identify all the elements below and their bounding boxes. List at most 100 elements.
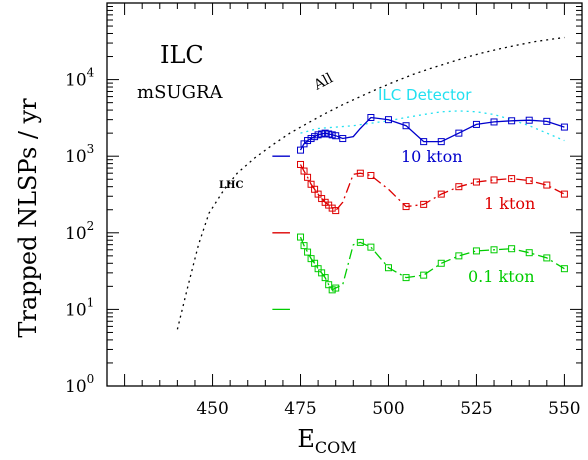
marker-one_kton <box>455 183 463 191</box>
marker-tenth_kton <box>311 259 319 267</box>
y-tick-base: 10 <box>65 71 87 91</box>
marker-ten_kton <box>543 117 551 125</box>
label-10-kton: 10 kton <box>401 147 463 166</box>
marker-tenth_kton <box>367 243 375 251</box>
y-tick-label: 102 <box>65 219 94 244</box>
y-tick-label: 100 <box>65 372 94 397</box>
marker-ten_kton <box>437 138 445 146</box>
marker-ten_kton <box>472 120 480 128</box>
series-line-ten_kton <box>299 116 565 151</box>
marker-tenth_kton <box>332 284 340 292</box>
marker-ten_kton <box>297 146 305 154</box>
y-tick-label: 103 <box>65 142 94 167</box>
marker-ten_kton <box>307 135 315 143</box>
y-axis-label: Trapped NLSPs / yr <box>14 98 42 338</box>
x-tick-label: 500 <box>372 399 404 419</box>
marker-ten_kton <box>318 130 326 138</box>
axes-layer <box>106 2 583 387</box>
marker-ten_kton <box>384 116 392 124</box>
marker-ten_kton <box>304 137 312 145</box>
marker-one_kton <box>356 169 364 177</box>
y-tick-exponent: 4 <box>87 66 95 80</box>
plot-frame <box>106 2 583 387</box>
title-ilc: ILC <box>160 41 204 69</box>
marker-one_kton <box>304 173 312 181</box>
marker-ten_kton <box>332 132 340 140</box>
marker-one_kton <box>472 178 480 186</box>
marker-one_kton <box>297 160 305 168</box>
marker-one_kton <box>543 181 551 189</box>
marker-one_kton <box>560 190 568 198</box>
x-axis-label: ECOM <box>297 425 356 455</box>
y-tick-exponent: 2 <box>87 219 95 233</box>
y-tick-label: 101 <box>65 295 94 320</box>
marker-tenth_kton <box>455 252 463 260</box>
marker-ten_kton <box>455 129 463 137</box>
x-axis-label-main: E <box>297 425 315 453</box>
marker-one_kton <box>311 185 319 193</box>
y-tick-exponent: 1 <box>87 295 95 309</box>
marker-tenth_kton <box>304 248 312 256</box>
marker-one_kton <box>328 204 336 212</box>
marker-one_kton <box>307 180 315 188</box>
marker-tenth_kton <box>560 265 568 273</box>
label-ilc-detector: ILC Detector <box>378 86 472 104</box>
marker-one_kton <box>490 176 498 184</box>
marker-tenth_kton <box>325 281 333 289</box>
marker-tenth_kton <box>402 274 410 282</box>
marker-tenth_kton <box>472 247 480 255</box>
marker-tenth_kton <box>508 245 516 253</box>
label-lhc: LHC <box>219 180 243 191</box>
marker-tenth_kton <box>297 233 305 241</box>
marker-tenth_kton <box>543 254 551 262</box>
marker-one_kton <box>332 207 340 215</box>
marker-one_kton <box>420 200 428 208</box>
x-tick-label: 525 <box>460 399 492 419</box>
marker-ten_kton <box>560 123 568 131</box>
marker-one_kton <box>314 190 322 198</box>
y-tick-exponent: 3 <box>87 142 95 156</box>
marker-ten_kton <box>525 116 533 124</box>
marker-tenth_kton <box>420 271 428 279</box>
marker-one_kton <box>525 177 533 185</box>
marker-ten_kton <box>328 131 336 139</box>
marker-tenth_kton <box>384 264 392 272</box>
x-axis-label-sub: COM <box>315 438 357 455</box>
series-line-ilc_detector <box>300 110 565 142</box>
marker-ten_kton <box>367 114 375 122</box>
marker-tenth_kton <box>490 246 498 254</box>
marker-tenth_kton <box>328 286 336 294</box>
x-tick-label: 550 <box>548 399 580 419</box>
marker-ten_kton <box>339 135 347 143</box>
x-tick-label: 450 <box>196 399 228 419</box>
y-tick-exponent: 0 <box>87 372 95 386</box>
x-tick-label: 475 <box>284 399 316 419</box>
marker-one_kton <box>402 203 410 211</box>
marker-one_kton <box>318 195 326 203</box>
marker-tenth_kton <box>318 269 326 277</box>
marker-ten_kton <box>508 117 516 125</box>
marker-ten_kton <box>490 118 498 126</box>
y-tick-base: 10 <box>65 224 87 244</box>
y-tick-base: 10 <box>65 377 87 397</box>
series-layer <box>176 36 568 330</box>
label-1-kton: 1 kton <box>484 194 535 213</box>
marker-tenth_kton <box>314 265 322 273</box>
marker-tenth_kton <box>437 259 445 267</box>
title-msugra: mSUGRA <box>137 82 224 103</box>
marker-one_kton <box>300 167 308 175</box>
label-01-kton: 0.1 kton <box>468 267 535 286</box>
marker-ten_kton <box>325 130 333 138</box>
marker-ten_kton <box>321 129 329 137</box>
marker-ten_kton <box>402 122 410 130</box>
marker-tenth_kton <box>300 242 308 250</box>
marker-tenth_kton <box>307 255 315 263</box>
marker-one_kton <box>508 175 516 183</box>
marker-tenth_kton <box>525 249 533 257</box>
y-tick-base: 10 <box>65 300 87 320</box>
y-tick-base: 10 <box>65 147 87 167</box>
marker-ten_kton <box>420 138 428 146</box>
